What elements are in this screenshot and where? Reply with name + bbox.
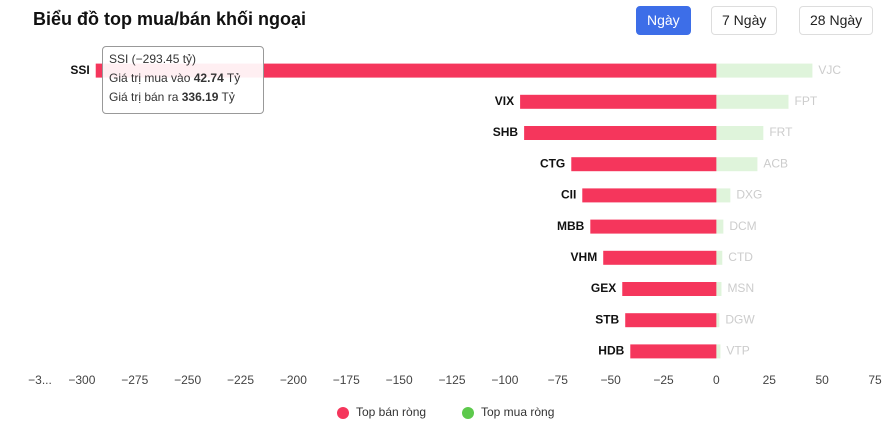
category-label: SSI bbox=[70, 63, 89, 77]
bar bbox=[590, 219, 717, 234]
tooltip-label: Giá trị bán ra bbox=[109, 90, 179, 104]
category-label: FPT bbox=[794, 94, 817, 108]
category-label: STB bbox=[595, 312, 619, 326]
bar bbox=[716, 219, 724, 234]
x-tick-label: −300 bbox=[68, 373, 95, 387]
tooltip-title: SSI (−293.45 tỷ) bbox=[109, 52, 197, 66]
bar bbox=[716, 94, 789, 109]
category-label: CTG bbox=[540, 156, 565, 170]
x-tick-label: −25 bbox=[653, 373, 674, 387]
bar bbox=[625, 313, 717, 328]
bar bbox=[571, 157, 717, 172]
legend-label: Top mua ròng bbox=[481, 405, 554, 419]
bar bbox=[716, 188, 731, 203]
x-tick-label: −225 bbox=[227, 373, 254, 387]
category-label: ACB bbox=[763, 156, 788, 170]
bar bbox=[716, 63, 813, 78]
bar bbox=[582, 188, 717, 203]
bar bbox=[520, 94, 717, 109]
x-tick-label: −200 bbox=[280, 373, 307, 387]
x-tick-label: 75 bbox=[868, 373, 882, 387]
x-tick-label: −150 bbox=[386, 373, 413, 387]
title: Biểu đồ top mua/bán khối ngoại bbox=[33, 9, 306, 29]
x-tick-label: −125 bbox=[438, 373, 465, 387]
tooltip-unit: Tỷ bbox=[226, 71, 241, 85]
tooltip-value: 42.74 bbox=[193, 71, 224, 85]
category-label: FRT bbox=[769, 125, 793, 139]
tooltip-unit: Tỷ bbox=[221, 90, 235, 104]
category-label: DXG bbox=[736, 188, 762, 202]
category-label: HDB bbox=[598, 344, 624, 358]
bar bbox=[716, 344, 721, 359]
category-label: CTD bbox=[728, 250, 753, 264]
x-tick-label: −100 bbox=[491, 373, 518, 387]
x-tick-label: −175 bbox=[333, 373, 360, 387]
x-tick-label: 25 bbox=[763, 373, 777, 387]
legend-label: Top bán ròng bbox=[356, 405, 426, 419]
category-label: DCM bbox=[729, 219, 756, 233]
legend-marker bbox=[337, 407, 349, 419]
button[interactable]: Ngày bbox=[636, 6, 691, 35]
category-label: VIX bbox=[495, 94, 514, 108]
x-tick-label: 0 bbox=[713, 373, 720, 387]
bar bbox=[524, 126, 717, 140]
button[interactable]: 28 Ngày bbox=[799, 6, 874, 35]
tooltip-label: Giá trị mua vào bbox=[109, 71, 191, 85]
x-tick-label: −250 bbox=[174, 373, 201, 387]
x-tick-label: 50 bbox=[815, 373, 829, 387]
category-label: VHM bbox=[571, 250, 598, 264]
x-tick-label: −3... bbox=[28, 373, 52, 387]
x-tick-label: −50 bbox=[600, 373, 621, 387]
category-label: MSN bbox=[727, 281, 754, 295]
tooltip-value: 336.19 bbox=[181, 90, 219, 104]
bar bbox=[716, 250, 723, 265]
button[interactable]: 7 Ngày bbox=[711, 6, 778, 35]
bar bbox=[716, 313, 720, 328]
bar bbox=[716, 157, 758, 172]
category-label: CII bbox=[561, 188, 576, 202]
category-label: VJC bbox=[818, 63, 841, 77]
bar bbox=[716, 282, 722, 296]
bar bbox=[716, 126, 764, 140]
bar bbox=[603, 250, 717, 265]
bar bbox=[630, 344, 717, 359]
category-label: DGW bbox=[725, 312, 755, 326]
x-tick-label: −275 bbox=[121, 373, 148, 387]
legend-marker bbox=[462, 407, 474, 419]
tooltip: SSI (−293.45 tỷ) Giá trị mua vào 42.74 T… bbox=[102, 46, 264, 114]
category-label: SHB bbox=[493, 125, 519, 139]
category-label: GEX bbox=[591, 281, 616, 295]
bar bbox=[622, 282, 717, 296]
category-label: MBB bbox=[557, 219, 585, 233]
category-label: VTP bbox=[726, 344, 749, 358]
x-tick-label: −75 bbox=[548, 373, 569, 387]
